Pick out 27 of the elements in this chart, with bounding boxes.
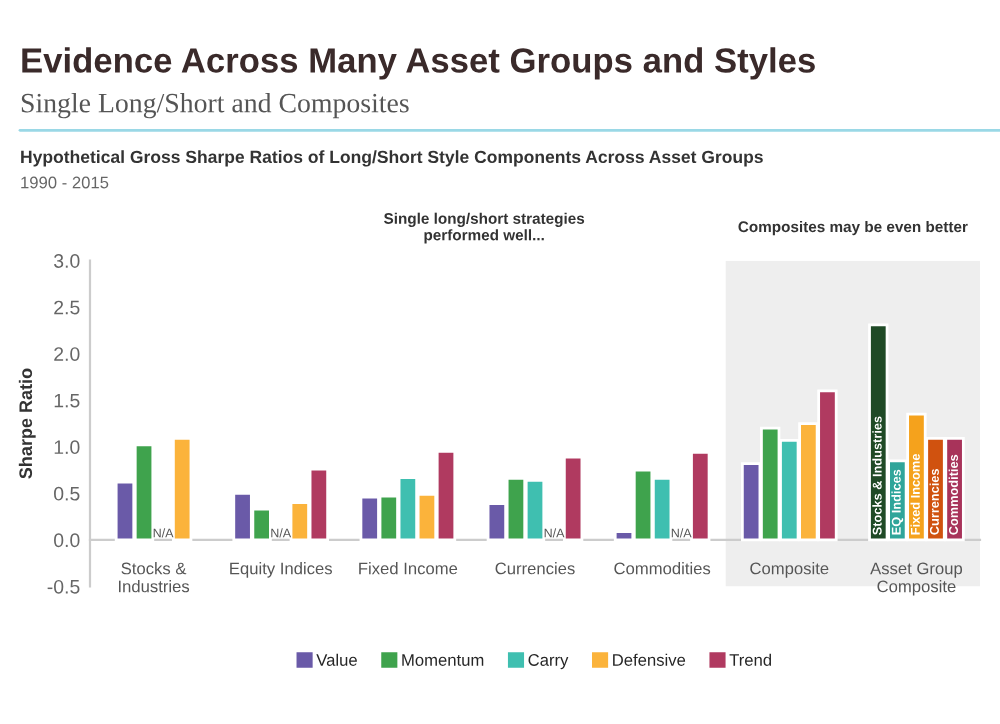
y-tick-label: -0.5: [47, 579, 80, 594]
x-tick-label: Fixed Income: [359, 562, 458, 575]
y-tick-label: 3.0: [53, 254, 80, 268]
x-tick-label: Stocks & Industries: [118, 562, 190, 593]
y-tick-label: 1.0: [54, 440, 80, 455]
y-tick-label: 0.5: [54, 486, 80, 501]
y-tick-label: 2.0: [54, 347, 80, 361]
legend-label: Value: [316, 653, 357, 666]
legend-label: Trend: [729, 653, 772, 666]
y-tick-label: 0.0: [54, 533, 80, 548]
y-tick-label: 2.5: [54, 300, 80, 315]
legend-label: Carry: [528, 654, 569, 670]
x-tick-label: Equity Indices: [230, 562, 332, 578]
x-tick-label: Composite: [750, 562, 829, 578]
text: 1990 - 2015: [21, 176, 109, 189]
text: Hypothetical Gross Sharpe Ratios of Long/Short Style Components Across Asset Groups: [21, 150, 763, 167]
legend-label: Defensive: [613, 653, 686, 666]
y-tick-label: 1.5: [54, 393, 80, 408]
x-tick-label: Asset Group Composite: [870, 562, 963, 596]
chart-subtitle: Single Long/Short and Composites: [21, 92, 409, 119]
bar: [562, 455, 584, 542]
x-tick-label: Currencies: [495, 562, 575, 575]
y-axis-title: Sharpe Ratio: [18, 368, 36, 479]
bar: [690, 451, 711, 542]
x-tick-label: Commodities: [614, 562, 711, 575]
legend-label: Momentum: [402, 654, 484, 666]
chart-title: Evidence Across Many Asset Groups and Styles: [22, 47, 815, 80]
